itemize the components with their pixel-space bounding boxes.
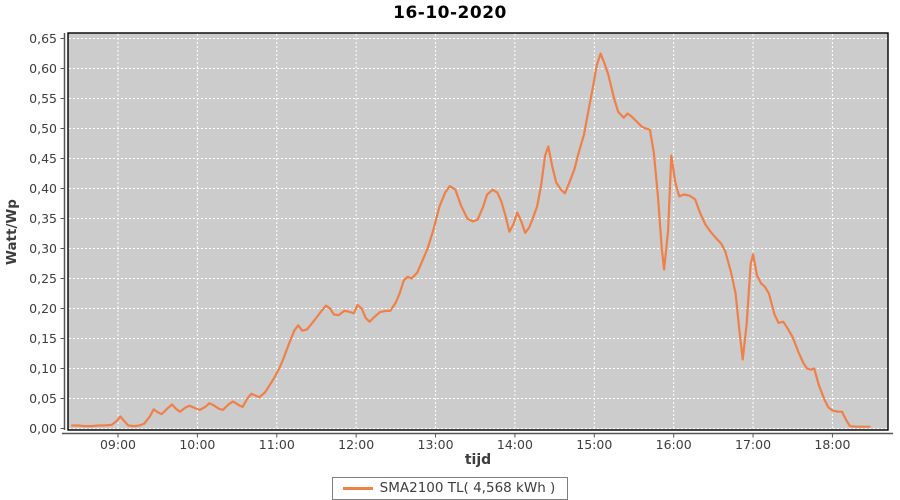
plot-area (68, 33, 888, 430)
y-tick-label: 0,40 (29, 181, 57, 196)
x-tick-label: 16:00 (656, 437, 692, 452)
x-tick-label: 14:00 (497, 437, 533, 452)
x-tick-label: 10:00 (179, 437, 215, 452)
y-tick-label: 0,25 (29, 271, 57, 286)
y-tick-label: 0,45 (29, 151, 57, 166)
y-tick-label: 0,15 (29, 331, 57, 346)
x-tick-label: 17:00 (735, 437, 771, 452)
y-tick-label: 0,50 (29, 121, 57, 136)
y-tick-label: 0,60 (29, 61, 57, 76)
y-tick-label: 0,05 (29, 391, 57, 406)
x-tick-label: 11:00 (259, 437, 295, 452)
y-tick-label: 0,00 (29, 421, 57, 436)
x-tick-label: 13:00 (418, 437, 454, 452)
y-tick-label: 0,30 (29, 241, 57, 256)
y-axis-label: Watt/Wp (4, 199, 20, 265)
y-tick-label: 0,10 (29, 361, 57, 376)
y-tick-label: 0,20 (29, 301, 57, 316)
x-tick-label: 09:00 (100, 437, 136, 452)
plot-border (67, 32, 889, 431)
x-axis-label: tijd (464, 452, 492, 468)
y-tick-label: 0,65 (29, 31, 57, 46)
x-tick-label: 15:00 (576, 437, 612, 452)
x-tick-label: 18:00 (814, 437, 850, 452)
y-tick-label: 0,35 (29, 211, 57, 226)
chart-title: 16-10-2020 (393, 3, 507, 23)
series-line (70, 52, 871, 428)
y-tick-label: 0,55 (29, 91, 57, 106)
x-tick-label: 12:00 (338, 437, 374, 452)
